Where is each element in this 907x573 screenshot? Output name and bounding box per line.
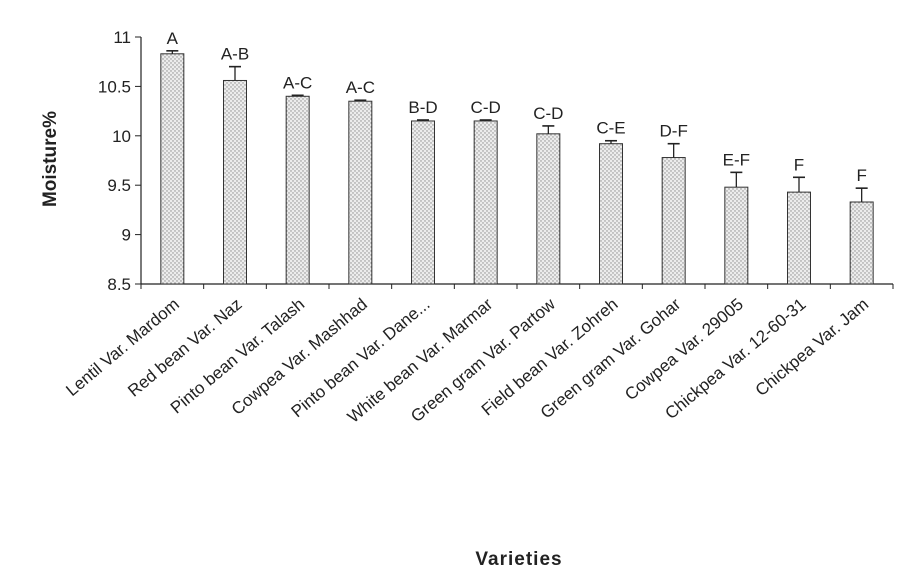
significance-label: C-E — [596, 119, 625, 138]
bar — [536, 133, 561, 285]
bar — [849, 201, 874, 285]
bar — [160, 53, 185, 285]
significance-label: C-D — [533, 104, 563, 123]
category-label: Lentil Var. Mardom — [62, 295, 183, 400]
y-tick-label: 10.5 — [98, 77, 131, 96]
plot-area: 8.5 9 9.5 10 10.5 11 A Lentil Var. Mardom A-B Red… — [62, 28, 894, 427]
y-axis-title: Moisture% — [40, 111, 61, 207]
significance-label: C-D — [471, 98, 501, 117]
bar — [285, 95, 310, 285]
significance-label: D-F — [660, 122, 688, 141]
y-tick-label: 11 — [113, 28, 131, 47]
y-tick-label: 10 — [112, 127, 131, 146]
significance-label: B-D — [408, 98, 437, 117]
bar — [348, 100, 373, 285]
bar — [661, 157, 686, 285]
bar — [411, 120, 435, 285]
significance-label: A — [167, 29, 179, 48]
bar — [787, 191, 811, 285]
bar — [599, 143, 623, 285]
significance-label: A-B — [221, 45, 249, 64]
significance-label: F — [794, 155, 804, 174]
bar — [724, 186, 749, 285]
x-axis-title: Varieties — [475, 549, 562, 570]
y-tick-label: 8.5 — [107, 275, 131, 294]
y-tick-label: 9 — [122, 226, 131, 245]
significance-label: F — [856, 166, 866, 185]
significance-label: A-C — [283, 73, 312, 92]
category-label: Cowpea Var. 29005 — [621, 295, 747, 405]
bar — [223, 79, 247, 285]
category-label: Red bean Var. Naz — [124, 295, 245, 401]
significance-label: A-C — [346, 78, 375, 97]
y-tick-label: 9.5 — [107, 176, 131, 195]
category-label: Chickpea Var. Jam — [752, 295, 873, 400]
bar — [473, 120, 498, 285]
significance-label: E-F — [723, 150, 750, 169]
